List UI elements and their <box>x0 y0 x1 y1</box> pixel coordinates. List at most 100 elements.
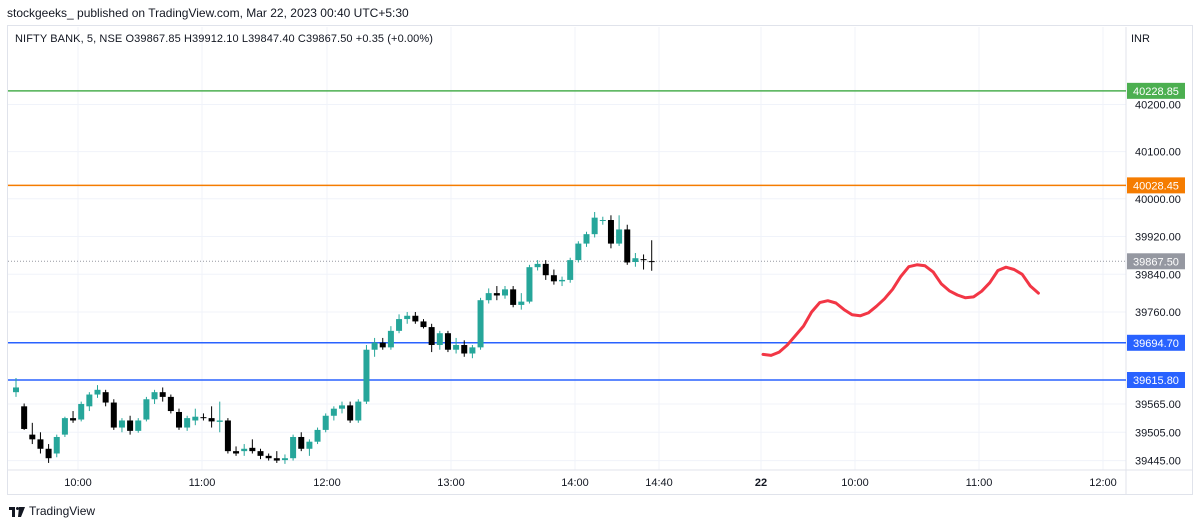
candle-body <box>127 420 134 431</box>
candle-body <box>184 418 191 428</box>
candle-body <box>249 447 256 452</box>
candle-body <box>322 415 329 430</box>
level-price-label: 39694.70 <box>1133 338 1179 350</box>
y-tick-label: 39565.00 <box>1135 399 1181 411</box>
candle-body <box>265 455 272 459</box>
y-tick-label: 39840.00 <box>1135 269 1181 281</box>
x-tick-label: 10:00 <box>841 477 869 489</box>
candle-body <box>94 389 101 395</box>
candle-body <box>632 258 639 262</box>
candle-body <box>339 405 345 409</box>
candle-body <box>167 396 174 412</box>
candle-body <box>257 451 264 456</box>
candle-body <box>37 439 44 449</box>
candle-body <box>648 261 655 263</box>
candle-body <box>444 333 451 350</box>
candle-body <box>298 436 305 449</box>
candle-body <box>477 300 484 348</box>
candle-body <box>591 217 598 235</box>
candle-body <box>347 405 354 421</box>
candle-body <box>379 342 386 348</box>
currency-label: INR <box>1131 33 1150 45</box>
candle-body <box>550 275 557 282</box>
candle-body <box>518 301 525 305</box>
candle-body <box>135 420 142 431</box>
candle-body <box>118 420 125 428</box>
candle-body <box>151 392 158 400</box>
chart-frame <box>7 25 1193 495</box>
candle-body <box>13 387 19 393</box>
attribution-text: stockgeeks_ published on TradingView.com… <box>7 6 409 20</box>
candle-body <box>534 263 541 268</box>
x-tick-label: 13:00 <box>437 477 465 489</box>
candle-body <box>306 441 313 449</box>
candle-body <box>21 406 28 429</box>
candle-body <box>599 220 606 222</box>
candle-body <box>542 263 549 276</box>
x-tick-label: 11:00 <box>189 477 216 489</box>
candle-body <box>461 345 468 354</box>
x-tick-label: 22 <box>755 477 767 489</box>
y-tick-label: 40000.00 <box>1135 194 1181 206</box>
candle-body <box>469 347 476 354</box>
level-price-label-bg <box>1127 334 1185 351</box>
y-tick-label: 40100.00 <box>1135 147 1181 159</box>
candle-body <box>575 243 582 261</box>
candle-body <box>102 392 109 403</box>
x-tick-label: 14:40 <box>645 477 673 489</box>
candle-body <box>273 458 280 461</box>
level-price-label-bg <box>1127 82 1185 99</box>
candle-body <box>224 420 231 452</box>
level-price-label-bg <box>1127 177 1185 194</box>
brand-footer[interactable]: TradingView <box>9 504 95 518</box>
candle-body <box>208 418 215 422</box>
y-tick-label: 39445.00 <box>1135 456 1181 468</box>
candle-body <box>281 458 288 461</box>
candle-body <box>233 451 240 454</box>
x-tick-label: 10:00 <box>64 477 92 489</box>
candle-body <box>567 260 574 280</box>
x-tick-label: 12:00 <box>1089 477 1117 489</box>
candle-body <box>502 289 508 296</box>
candle-body <box>412 315 419 322</box>
candle-body <box>510 289 517 305</box>
candle-body <box>363 349 370 402</box>
candle-body <box>53 436 60 454</box>
y-tick-label: 39920.00 <box>1135 232 1181 244</box>
level-price-label-bg <box>1127 372 1185 389</box>
candle-body <box>404 315 411 320</box>
candle-body <box>45 448 52 459</box>
y-tick-label: 39760.00 <box>1135 307 1181 319</box>
candle-body <box>159 392 166 397</box>
level-price-label: 40028.45 <box>1133 180 1179 192</box>
tradingview-logo-icon <box>9 506 25 517</box>
candle-body <box>453 345 460 350</box>
candle-body <box>200 417 207 419</box>
x-tick-label: 14:00 <box>561 477 589 489</box>
candle-body <box>493 293 500 296</box>
candle-body <box>640 259 647 261</box>
candle-body <box>216 420 223 422</box>
candle-body <box>526 267 533 302</box>
candle-body <box>192 416 199 421</box>
candle-body <box>176 411 182 428</box>
candle-body <box>420 321 427 328</box>
level-price-label: 39615.80 <box>1133 375 1179 387</box>
candle-body <box>559 279 566 282</box>
candle-body <box>70 418 77 421</box>
candle-body <box>110 402 117 428</box>
projection-drawing <box>761 263 1040 357</box>
y-tick-label: 39505.00 <box>1135 427 1181 439</box>
candle-body <box>314 429 321 442</box>
candle-body <box>485 293 492 301</box>
candle-body <box>371 342 378 350</box>
candle-body <box>241 448 248 452</box>
candle-body <box>61 418 68 435</box>
candle-body <box>624 229 631 263</box>
candle-body <box>387 330 394 348</box>
candle-body <box>78 403 85 420</box>
candle-body <box>29 434 36 440</box>
candle-body <box>583 234 590 244</box>
x-tick-label: 12:00 <box>313 477 341 489</box>
